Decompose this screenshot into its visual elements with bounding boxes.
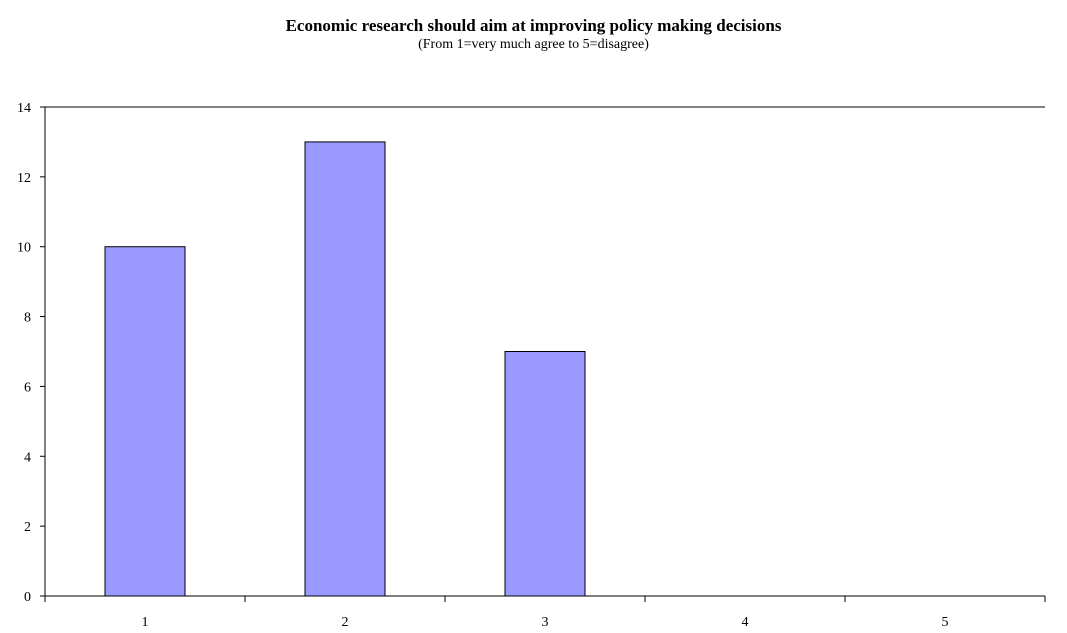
y-tick-label: 8: [24, 311, 31, 326]
x-tick-labels: 1 2 3 4 5: [142, 615, 949, 630]
x-tick-label: 5: [942, 615, 949, 630]
x-tick-label: 4: [742, 615, 749, 630]
bar-3: [504, 351, 586, 597]
y-tick-label: 6: [24, 380, 31, 395]
bar-2: [304, 141, 386, 597]
x-tick-label: 2: [342, 615, 349, 630]
x-tick-label: 3: [542, 615, 549, 630]
y-tick-label: 12: [17, 171, 31, 186]
bar-1: [104, 246, 186, 597]
y-tick-label: 2: [24, 520, 31, 535]
y-tick-labels: 0 2 4 6 8 10 12 14: [17, 101, 31, 605]
y-tick-label: 14: [17, 101, 31, 116]
y-tick-label: 10: [17, 241, 31, 256]
y-tick-label: 4: [24, 450, 31, 465]
x-tick-label: 1: [142, 615, 149, 630]
chart-bars: [104, 141, 586, 597]
chart-title: Economic research should aim at improvin…: [285, 16, 782, 35]
y-tick-label: 0: [24, 590, 31, 605]
chart-subtitle: (From 1=very much agree to 5=disagree): [418, 37, 649, 52]
